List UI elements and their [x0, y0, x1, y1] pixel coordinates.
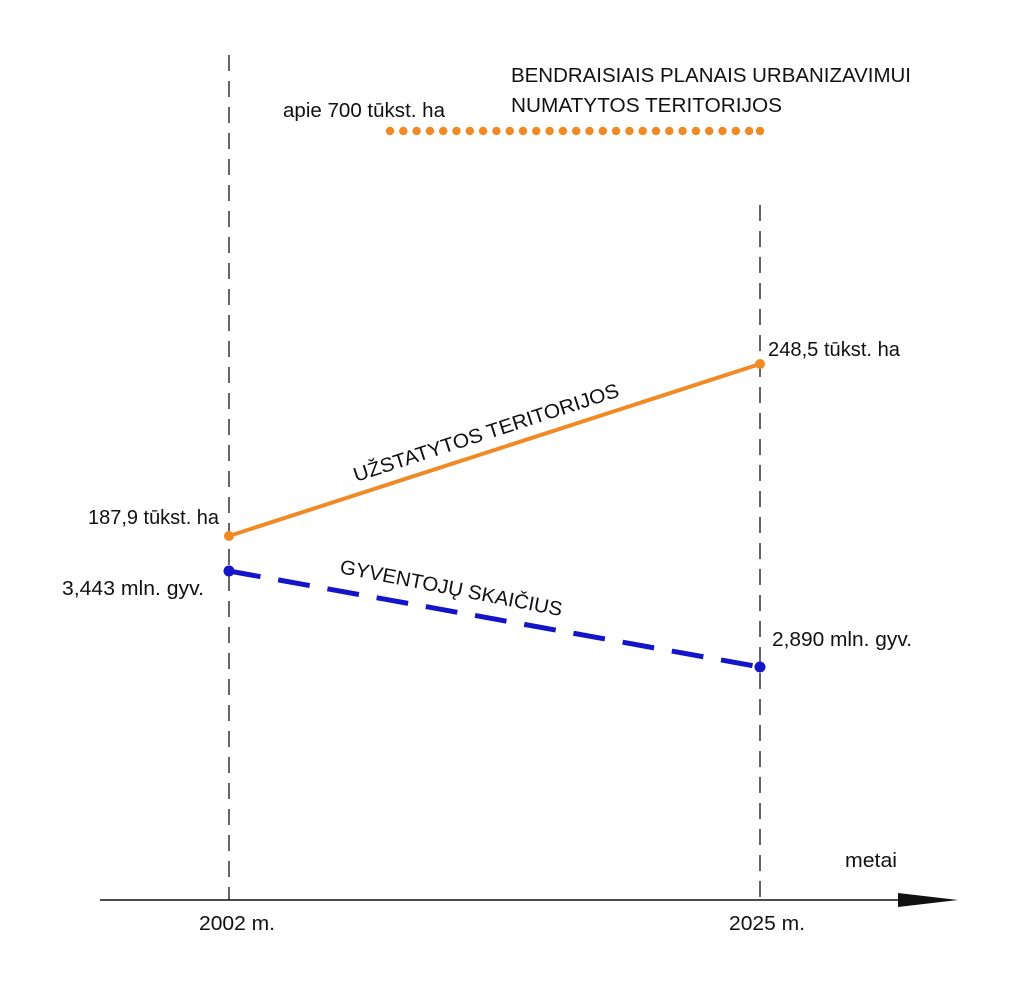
built-territories-line [228, 362, 761, 538]
x-axis-arrow-icon [898, 893, 958, 907]
population-start-point [223, 565, 235, 577]
population-end-label: 2,890 mln. gyv. [772, 629, 912, 651]
population-line [228, 568, 761, 670]
built-series-name: UŽSTATYTOS TERITORIJOS [350, 379, 622, 487]
reference-title-line2: NUMATYTOS TERITORIJOS [511, 95, 782, 117]
reference-value-label: apie 700 tūkst. ha [283, 100, 446, 122]
x-tick-2002: 2002 m. [199, 913, 275, 935]
reference-dotted-line [385, 126, 765, 136]
x-axis-label: metai [845, 850, 897, 872]
x-tick-2025: 2025 m. [729, 913, 805, 935]
built-start-point [224, 531, 234, 541]
built-start-label: 187,9 tūkst. ha [88, 507, 220, 529]
built-end-point [755, 359, 765, 369]
population-end-point [754, 661, 766, 673]
population-start-label: 3,443 mln. gyv. [62, 578, 204, 600]
reference-title-line1: BENDRAISIAIS PLANAIS URBANIZAVIMUI [511, 65, 911, 87]
built-end-label: 248,5 tūkst. ha [768, 339, 901, 361]
